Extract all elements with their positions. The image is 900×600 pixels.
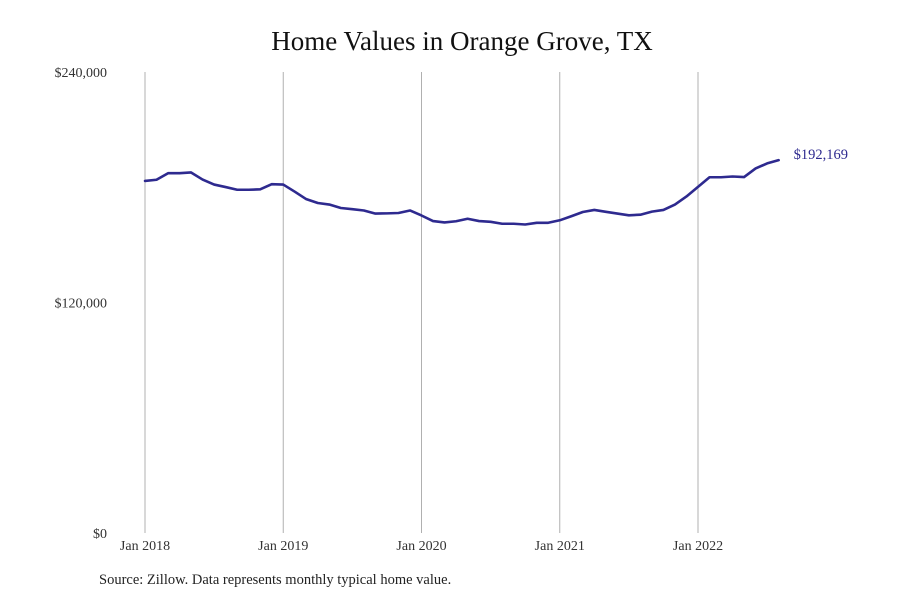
y-tick-label: $240,000 <box>55 66 108 81</box>
series-layer <box>143 158 780 226</box>
x-tick-label: Jan 2019 <box>258 539 308 554</box>
x-tick-label: Jan 2020 <box>396 539 446 554</box>
y-tick-label: $120,000 <box>55 297 108 312</box>
annotations: $192,169 <box>794 147 848 163</box>
x-axis: Jan 2018 Jan 2019 Jan 2020 Jan 2021 Jan 2022 <box>120 539 723 554</box>
source-note: Source: Zillow. Data represents monthly … <box>99 572 452 588</box>
x-tick-label: Jan 2018 <box>120 539 170 554</box>
x-tick-label: Jan 2021 <box>535 539 585 554</box>
series-line <box>143 158 780 226</box>
last-value-label: $192,169 <box>794 147 848 163</box>
y-axis: $0 $120,000 $240,000 <box>55 66 108 542</box>
y-tick-label: $0 <box>93 527 107 542</box>
x-tick-label: Jan 2022 <box>673 539 723 554</box>
chart-title: Home Values in Orange Grove, TX <box>271 26 653 56</box>
gridlines <box>144 72 699 533</box>
